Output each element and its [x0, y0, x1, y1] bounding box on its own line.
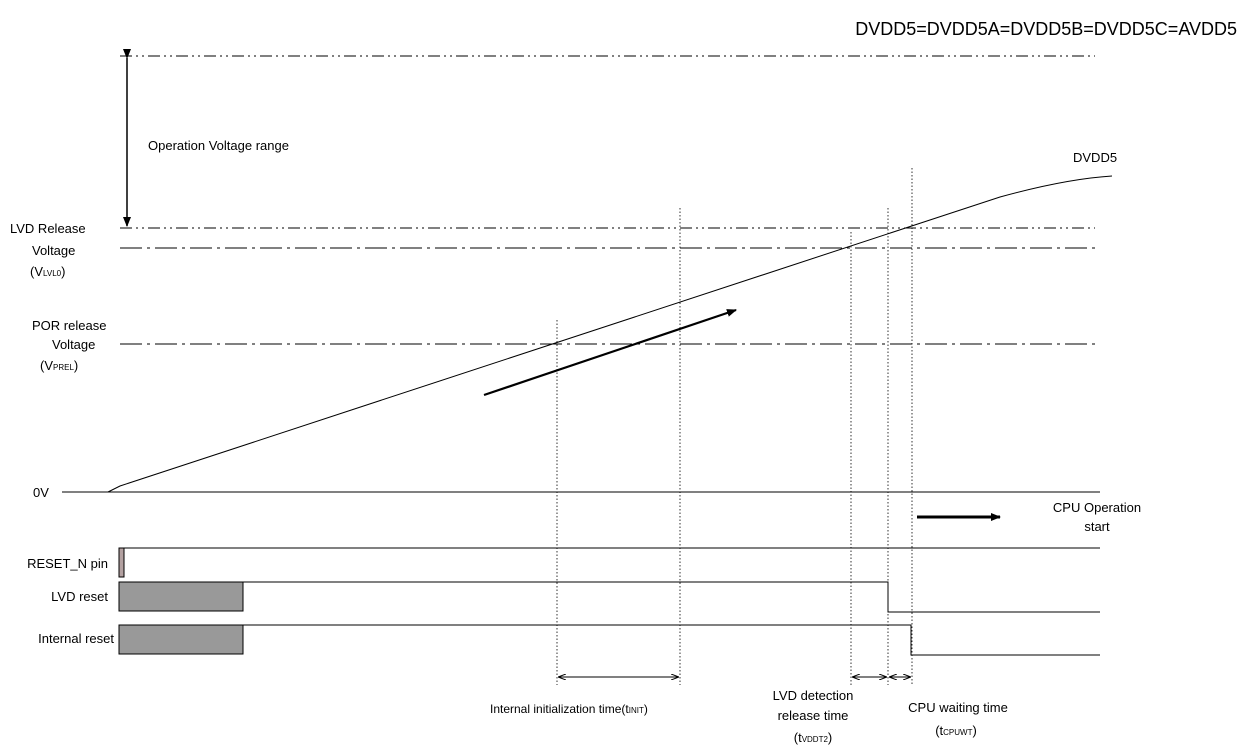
por-release-label-line1: POR release: [32, 318, 106, 333]
lvd-release-label-line2: Voltage: [32, 243, 75, 258]
lvd-detection-label-line2: release time: [778, 708, 849, 723]
zero-volt-label: 0V: [33, 485, 49, 500]
internal-reset-signal: [120, 624, 1100, 656]
operation-range-label: Operation Voltage range: [148, 138, 289, 153]
lvd-detection-symbol: (tVDDT2): [794, 730, 833, 745]
cpu-waiting-symbol: (tCPUWT): [935, 723, 977, 738]
cpu-start-label-line2: start: [1084, 519, 1110, 534]
lvd-reset-active-region: [118, 581, 244, 612]
reset-n-low-pulse: [118, 547, 125, 578]
reset-n-label: RESET_N pin: [27, 556, 108, 571]
internal-reset-label: Internal reset: [38, 631, 114, 646]
dvdd5-label: DVDD5: [1073, 150, 1117, 165]
lvd-reset-signal: [120, 581, 1100, 613]
rising-direction-arrow: [483, 308, 737, 397]
por-release-label-line2: Voltage: [52, 337, 95, 352]
internal-init-time-label: Internal initialization time(tINIT): [490, 702, 648, 716]
lvd-reset-label: LVD reset: [51, 589, 108, 604]
lvd-release-label-line1: LVD Release: [10, 221, 86, 236]
internal-reset-active-region: [118, 624, 244, 655]
lvd-detection-label-line1: LVD detection: [773, 688, 854, 703]
dvdd5-curve: [107, 175, 1113, 493]
por-release-symbol: (VPREL): [40, 358, 78, 373]
supply-equation: DVDD5=DVDD5A=DVDD5B=DVDD5C=AVDD5: [855, 19, 1237, 39]
lvd-release-symbol: (VLVL0): [30, 264, 65, 279]
cpu-waiting-label-line1: CPU waiting time: [908, 700, 1008, 715]
cpu-start-label-line1: CPU Operation: [1053, 500, 1141, 515]
